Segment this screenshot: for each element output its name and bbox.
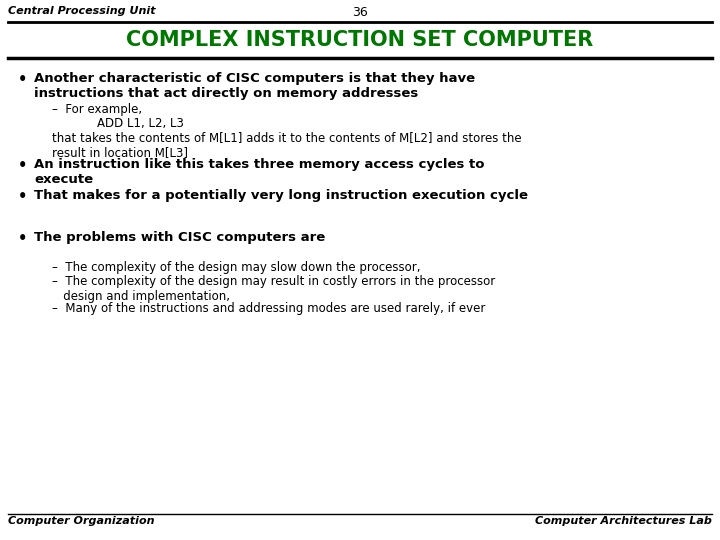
Text: An instruction like this takes three memory access cycles to
execute: An instruction like this takes three mem… [34, 158, 485, 186]
Text: Computer Organization: Computer Organization [8, 516, 155, 526]
Text: Computer Architectures Lab: Computer Architectures Lab [535, 516, 712, 526]
Text: •: • [18, 189, 27, 204]
Text: 36: 36 [352, 6, 368, 19]
Text: –  For example,: – For example, [52, 103, 142, 116]
Text: Another characteristic of CISC computers is that they have
instructions that act: Another characteristic of CISC computers… [34, 72, 475, 100]
Text: –  The complexity of the design may slow down the processor,: – The complexity of the design may slow … [52, 261, 420, 274]
Text: –  The complexity of the design may result in costly errors in the processor
   : – The complexity of the design may resul… [52, 275, 495, 303]
Text: that takes the contents of M[L1] adds it to the contents of M[L2] and stores the: that takes the contents of M[L1] adds it… [52, 131, 521, 159]
Text: ADD L1, L2, L3: ADD L1, L2, L3 [52, 117, 184, 130]
Text: Central Processing Unit: Central Processing Unit [8, 6, 156, 16]
Text: •: • [18, 158, 27, 173]
Text: •: • [18, 72, 27, 87]
Text: –  Many of the instructions and addressing modes are used rarely, if ever: – Many of the instructions and addressin… [52, 302, 485, 315]
Text: That makes for a potentially very long instruction execution cycle: That makes for a potentially very long i… [34, 189, 528, 202]
Text: COMPLEX INSTRUCTION SET COMPUTER: COMPLEX INSTRUCTION SET COMPUTER [127, 30, 593, 50]
Text: •: • [18, 232, 27, 246]
Text: The problems with CISC computers are: The problems with CISC computers are [34, 232, 325, 245]
